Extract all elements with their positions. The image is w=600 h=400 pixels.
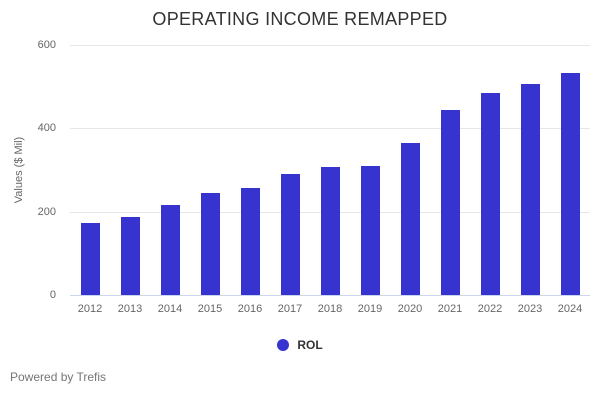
bar-2015[interactable] — [200, 192, 220, 295]
x-tick-label-2023: 2023 — [517, 303, 543, 315]
y-tick-label-200: 200 — [37, 205, 56, 218]
bar-2014[interactable] — [160, 205, 180, 295]
y-tick-label-0: 0 — [49, 289, 56, 301]
y-tick-label-400: 400 — [37, 122, 56, 135]
legend-item-rol[interactable]: ROL — [0, 337, 600, 352]
x-tick-label-2021: 2021 — [437, 303, 463, 315]
x-tick-label-2024: 2024 — [557, 303, 583, 315]
bar-2017[interactable] — [280, 173, 300, 295]
x-tick-label-2016: 2016 — [237, 303, 263, 315]
x-tick-label-2014: 2014 — [157, 303, 183, 315]
bar-2013[interactable] — [120, 217, 140, 295]
bar-2012[interactable] — [80, 222, 100, 295]
x-tick-label-2018: 2018 — [317, 303, 343, 315]
x-tick-label-2022: 2022 — [477, 303, 503, 315]
x-axis-line — [70, 295, 590, 296]
x-tick-label-2019: 2019 — [357, 303, 383, 315]
bar-2020[interactable] — [400, 142, 420, 295]
legend-marker-icon — [277, 338, 290, 351]
bar-2019[interactable] — [360, 166, 380, 295]
gridline-400 — [70, 128, 590, 130]
gridline-600 — [70, 45, 590, 46]
x-tick-label-2015: 2015 — [197, 303, 223, 315]
legend-label: ROL — [297, 337, 323, 352]
y-axis-title: Values ($ Mil) — [13, 136, 25, 204]
bar-2023[interactable] — [520, 83, 540, 295]
x-tick-label-2012: 2012 — [77, 303, 103, 315]
bar-2016[interactable] — [240, 187, 260, 295]
x-tick-label-2017: 2017 — [277, 303, 303, 315]
y-tick-label-600: 600 — [37, 39, 56, 51]
powered-by-trefis-label: Powered by Trefis — [10, 370, 107, 384]
x-tick-label-2013: 2013 — [117, 303, 143, 315]
bar-2024[interactable] — [560, 72, 580, 295]
chart-title: OPERATING INCOME REMAPPED — [152, 9, 448, 29]
bar-2022[interactable] — [480, 92, 500, 295]
x-tick-label-2020: 2020 — [397, 303, 423, 315]
bar-2021[interactable] — [440, 110, 460, 295]
bar-2018[interactable] — [320, 167, 340, 295]
